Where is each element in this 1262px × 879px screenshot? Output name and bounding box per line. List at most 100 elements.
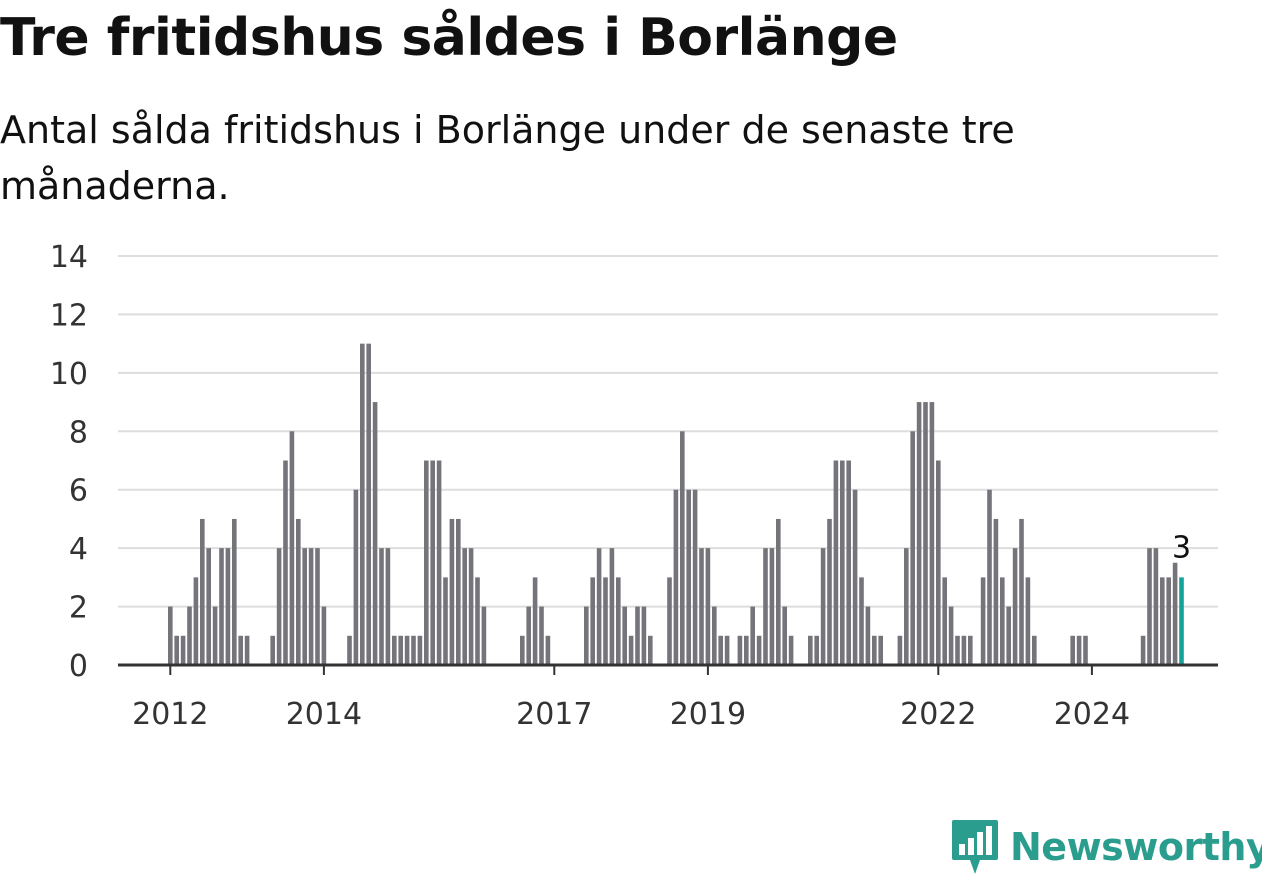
- bar: [174, 635, 179, 665]
- bar: [865, 606, 871, 665]
- bar: [590, 577, 595, 665]
- bar: [993, 518, 999, 665]
- bar: [1025, 577, 1031, 665]
- bar: [904, 548, 909, 665]
- bar: [360, 343, 365, 665]
- bar: [315, 548, 320, 665]
- bar: [270, 635, 275, 665]
- bar: [692, 489, 698, 665]
- bar: [1153, 548, 1159, 665]
- bar: [680, 431, 685, 665]
- bar: [532, 577, 538, 665]
- y-tick-label: 10: [50, 357, 88, 392]
- bar: [718, 635, 723, 665]
- bar: [603, 577, 608, 665]
- bar: [302, 548, 307, 665]
- bar: [852, 489, 858, 665]
- bar: [942, 577, 947, 665]
- highlight-bar: [1179, 577, 1184, 665]
- y-tick-label: 6: [69, 474, 88, 509]
- bar: [923, 402, 928, 665]
- bar: [347, 635, 352, 665]
- newsworthy-logo-icon: [952, 820, 998, 874]
- bar: [936, 460, 941, 665]
- bar: [955, 635, 960, 665]
- bar: [769, 548, 775, 665]
- bar: [1000, 577, 1005, 665]
- x-tick-label: 2012: [132, 697, 208, 732]
- bar: [225, 548, 231, 665]
- bar: [321, 606, 327, 665]
- bar: [468, 548, 474, 665]
- bar: [776, 518, 781, 665]
- bar: [820, 548, 826, 665]
- bar: [526, 606, 531, 665]
- bar: [200, 518, 205, 665]
- bar: [609, 548, 615, 665]
- bar: [628, 635, 634, 665]
- bar: [724, 635, 730, 665]
- x-tick-label: 2024: [1054, 697, 1130, 732]
- bar: [833, 460, 839, 665]
- bar: [961, 635, 967, 665]
- bar: [475, 577, 480, 665]
- bar: [219, 548, 224, 665]
- bar: [667, 577, 672, 665]
- chart-subtitle: Antal sålda fritidshus i Borlänge under …: [0, 108, 1015, 208]
- bar: [756, 635, 762, 665]
- bar: [1076, 635, 1082, 665]
- bar: [443, 577, 448, 665]
- y-tick-label: 8: [69, 415, 88, 450]
- bar: [763, 548, 768, 665]
- bar: [910, 431, 915, 665]
- bar: [596, 548, 602, 665]
- bar: [244, 635, 250, 665]
- bar: [699, 548, 704, 665]
- bar: [193, 577, 199, 665]
- y-tick-label: 14: [50, 240, 88, 275]
- bar: [987, 489, 992, 665]
- bar: [705, 548, 711, 665]
- bar: [897, 635, 903, 665]
- x-tick-label: 2014: [286, 697, 362, 732]
- bar: [616, 577, 621, 665]
- bar: [712, 606, 717, 665]
- bar: [1166, 577, 1171, 665]
- newsworthy-logo-text: Newsworthy: [1010, 825, 1262, 869]
- bar: [296, 518, 301, 665]
- bar: [283, 460, 288, 665]
- x-tick-label: 2019: [670, 697, 746, 732]
- bar: [545, 635, 551, 665]
- bar: [929, 402, 935, 665]
- bar: [366, 343, 371, 665]
- bar: [1140, 635, 1146, 665]
- bar: [584, 606, 589, 665]
- y-tick-label: 0: [69, 649, 88, 684]
- bar: [686, 489, 691, 665]
- bar: [449, 518, 455, 665]
- bar: [878, 635, 883, 665]
- chart-title: Tre fritidshus såldes i Borlänge: [0, 8, 898, 68]
- bar: [859, 577, 864, 665]
- bar: [948, 606, 954, 665]
- bar: [289, 431, 295, 665]
- bar: [481, 606, 487, 665]
- bar: [1083, 635, 1088, 665]
- bar: [641, 606, 647, 665]
- y-tick-label: 4: [69, 532, 88, 567]
- bar: [392, 635, 397, 665]
- bar: [744, 635, 749, 665]
- bar: [206, 548, 211, 665]
- bar: [436, 460, 442, 665]
- bar: [372, 402, 378, 665]
- bar: [980, 577, 986, 665]
- bar: [1147, 548, 1152, 665]
- bar: [168, 606, 173, 665]
- bar: [872, 635, 877, 665]
- bar: [353, 489, 359, 665]
- bar: [827, 518, 832, 665]
- x-tick-label: 2022: [900, 697, 976, 732]
- bar: [1070, 635, 1075, 665]
- bar: [417, 635, 423, 665]
- bar: [635, 606, 640, 665]
